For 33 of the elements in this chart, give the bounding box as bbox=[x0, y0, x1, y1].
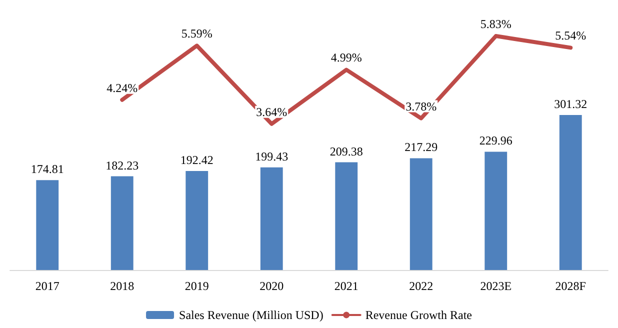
bar bbox=[335, 162, 358, 270]
data-label: 174.81 bbox=[30, 162, 64, 176]
legend-label: Sales Revenue (Million USD) bbox=[179, 308, 324, 322]
data-label: 217.29 bbox=[404, 140, 438, 154]
data-label: 3.64% bbox=[256, 104, 288, 119]
data-label: 301.32 bbox=[554, 97, 588, 111]
data-label: 182.23 bbox=[106, 158, 139, 172]
bar bbox=[559, 115, 582, 270]
data-label: 199.43 bbox=[255, 149, 288, 164]
x-tick-label: 2020 bbox=[260, 279, 284, 293]
data-label: 192.42 bbox=[180, 153, 214, 168]
data-label: 4.24% bbox=[106, 80, 138, 95]
bar bbox=[260, 167, 283, 270]
x-tick-label: 2023E bbox=[480, 279, 512, 293]
bar bbox=[484, 152, 508, 270]
x-tick-label: 2028F bbox=[555, 279, 586, 293]
x-tick-label: 2018 bbox=[110, 279, 134, 293]
x-tick-label: 2022 bbox=[409, 279, 434, 293]
bar bbox=[186, 171, 208, 270]
legend-label: Revenue Growth Rate bbox=[365, 308, 472, 322]
data-label: 3.78% bbox=[406, 99, 437, 114]
bar bbox=[36, 180, 59, 270]
data-label: 209.38 bbox=[330, 144, 363, 158]
x-tick-label: 2021 bbox=[334, 279, 358, 293]
x-tick-label: 2017 bbox=[35, 279, 60, 293]
data-label: 5.54% bbox=[555, 28, 586, 43]
x-tick-label: 2019 bbox=[184, 279, 209, 293]
data-label: 4.99% bbox=[330, 50, 362, 65]
bar bbox=[110, 176, 134, 270]
data-label: 5.83% bbox=[480, 17, 512, 32]
bar bbox=[410, 158, 432, 270]
data-label: 229.96 bbox=[479, 134, 512, 148]
data-label: 5.59% bbox=[181, 26, 212, 41]
